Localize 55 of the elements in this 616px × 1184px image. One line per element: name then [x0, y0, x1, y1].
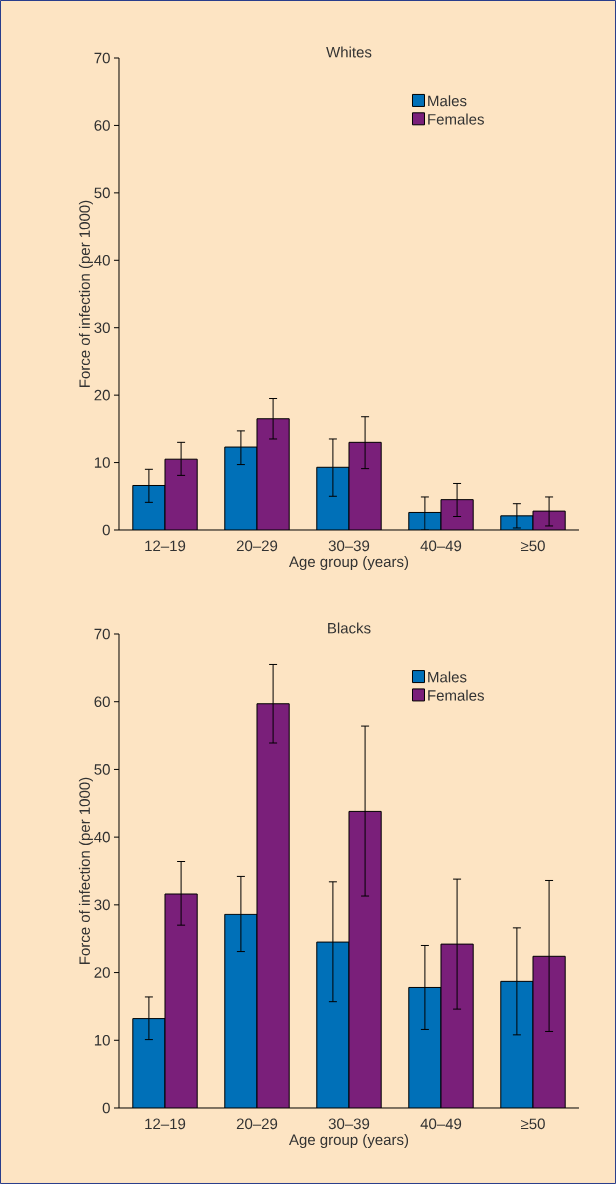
bar	[164, 459, 198, 530]
y-tick-label: 70	[94, 52, 110, 64]
bar	[224, 914, 257, 1108]
bar	[348, 811, 382, 1108]
y-tick-label: 30	[94, 322, 110, 334]
y-axis-title: Force of infection (per 1000)	[78, 200, 93, 387]
y-tick-label: 10	[94, 1034, 110, 1046]
y-tick-label: 30	[94, 899, 110, 911]
y-tick-label: 60	[94, 696, 110, 708]
y-tick-label: 50	[94, 187, 110, 199]
y-tick-label: 70	[94, 628, 110, 640]
x-tick-label: ≥50	[521, 1118, 545, 1130]
x-tick-label: 30–39	[328, 1118, 370, 1130]
y-tick-label: 40	[94, 831, 110, 843]
x-tick-label: 20–29	[236, 540, 278, 552]
bar	[408, 987, 441, 1108]
bar	[316, 942, 349, 1108]
y-tick-label: 0	[102, 524, 110, 536]
bar	[348, 442, 382, 530]
chart-title: Blacks	[328, 622, 371, 634]
x-axis-title: Age group (years)	[289, 556, 409, 570]
bar	[132, 1018, 165, 1108]
legend-label: Males	[428, 95, 467, 107]
x-tick-label: 12–19	[145, 1118, 186, 1130]
bar	[532, 510, 566, 530]
x-tick-label: 12–19	[145, 540, 186, 552]
bar	[132, 485, 165, 530]
bar	[257, 703, 290, 1108]
bar	[532, 955, 566, 1108]
bar	[440, 499, 474, 530]
y-tick-label: 50	[94, 764, 110, 775]
y-tick-label: 10	[94, 457, 110, 468]
y-tick-label: 60	[94, 120, 110, 131]
bar	[440, 944, 474, 1108]
y-tick-label: 20	[94, 967, 110, 978]
x-tick-label: 40–49	[420, 1118, 462, 1130]
bar	[224, 447, 257, 530]
x-tick-label: 20–29	[236, 1118, 278, 1130]
y-tick-label: 40	[94, 254, 110, 266]
chart-title: Whites	[326, 46, 372, 58]
bar	[316, 467, 349, 530]
bar	[164, 894, 198, 1108]
legend-label: Males	[428, 671, 467, 683]
y-axis-title: Force of infection (per 1000)	[78, 777, 93, 964]
bar	[500, 515, 534, 530]
x-tick-label: 30–39	[328, 540, 370, 552]
x-tick-label: 40–49	[420, 540, 462, 552]
bar	[500, 980, 534, 1108]
bar	[257, 418, 290, 530]
x-tick-label: ≥50	[521, 540, 545, 552]
legend-label: Females	[428, 113, 484, 125]
y-tick-label: 0	[102, 1102, 110, 1114]
legend-label: Females	[428, 689, 484, 701]
y-tick-label: 20	[94, 389, 110, 401]
x-axis-title: Age group (years)	[289, 1134, 409, 1148]
